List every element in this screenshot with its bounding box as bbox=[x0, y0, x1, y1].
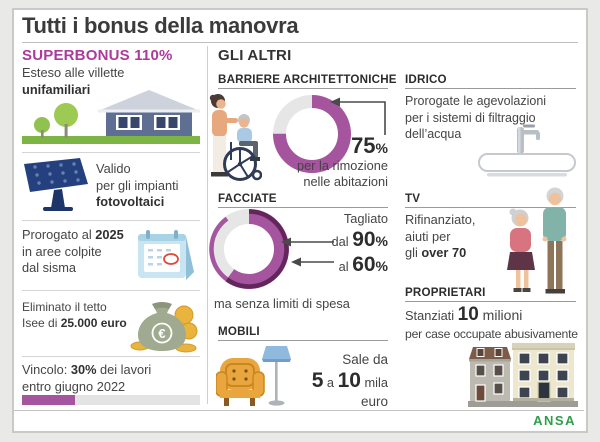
superbonus-item-isee-text: Eliminato il tetto Isee di 25.000 euro bbox=[22, 299, 127, 331]
solar-panel-icon bbox=[24, 158, 88, 211]
callout-arrow bbox=[330, 97, 386, 135]
text-line: per i sistemi di filtraggio bbox=[405, 110, 536, 125]
text-line-bold: unifamiliari bbox=[22, 81, 91, 97]
text-line-bold: 2025 bbox=[95, 227, 124, 242]
mobili-to-number: 10 bbox=[337, 368, 361, 392]
section-underline bbox=[218, 88, 388, 89]
wheelchair-caregiver-icon bbox=[209, 94, 262, 181]
text-line-bold: 30% bbox=[70, 362, 97, 377]
sink-faucet-icon bbox=[478, 124, 576, 177]
barriere-percent-number: 75 bbox=[351, 133, 376, 158]
text-line: Eliminato il tetto bbox=[22, 300, 107, 314]
text-line: Tagliato bbox=[343, 211, 388, 226]
rate-arrows bbox=[281, 237, 334, 267]
text-line: dal sisma bbox=[22, 260, 77, 275]
mobili-title: MOBILI bbox=[218, 325, 260, 338]
facciate-title: FACCIATE bbox=[218, 192, 277, 205]
text-line: euro bbox=[360, 393, 388, 409]
rate-from-number: 90 bbox=[352, 227, 376, 251]
superbonus-item-fotovoltaici-text: Valido per gli impianti fotovoltaici bbox=[96, 161, 179, 211]
idrico-title: IDRICO bbox=[405, 73, 447, 86]
tv-text: Rifinanziato, aiuti per gli over 70 bbox=[405, 212, 475, 262]
text-line-bold: fotovoltaici bbox=[96, 194, 165, 209]
mobili-from-number: 5 bbox=[311, 368, 324, 392]
text-line: per la rimozione bbox=[296, 158, 388, 173]
buildings-icon bbox=[468, 343, 578, 407]
text-line: per gli impianti bbox=[96, 177, 179, 193]
text-line: Isee di bbox=[22, 316, 61, 330]
house-icon bbox=[22, 90, 200, 144]
barriere-percent-sign: % bbox=[375, 140, 388, 156]
facciate-donut-chart bbox=[209, 209, 289, 289]
text-line: Rifinanziato, bbox=[405, 212, 476, 227]
section-underline bbox=[218, 207, 388, 208]
text-line: al bbox=[338, 258, 353, 274]
facciate-rates: Tagliato dal 90% al 60% bbox=[298, 211, 388, 278]
text-line-bold: 25.000 euro bbox=[60, 316, 127, 330]
idrico-text: Prorogate le agevolazioni per i sistemi … bbox=[405, 93, 546, 143]
text-line: Prorogato al bbox=[22, 227, 96, 242]
divider bbox=[22, 290, 200, 291]
percent-sign: % bbox=[375, 257, 388, 274]
barriere-donut-chart bbox=[273, 95, 351, 173]
section-underline bbox=[405, 88, 576, 89]
text-line: dell’acqua bbox=[405, 127, 462, 141]
text-line: dal bbox=[331, 233, 353, 249]
calendar-icon bbox=[138, 230, 194, 280]
title-divider bbox=[22, 42, 578, 43]
divider bbox=[22, 152, 200, 153]
armchair-lamp-icon bbox=[216, 346, 291, 406]
text-line: gli bbox=[405, 245, 422, 260]
text-line: Valido bbox=[96, 161, 131, 176]
text-line: Prorogate le agevolazioni bbox=[405, 94, 547, 108]
elderly-couple-icon bbox=[507, 187, 567, 294]
proprietari-amount: Stanziati 10 milioni bbox=[405, 304, 522, 327]
proprietari-caption: per case occupate abusivamente bbox=[405, 327, 578, 341]
text-line: nelle abitazioni bbox=[303, 173, 388, 189]
gli-altri-heading: GLI ALTRI bbox=[218, 47, 292, 64]
rate-to-number: 60 bbox=[352, 252, 376, 276]
text-line: dei lavori bbox=[96, 362, 152, 377]
proprietari-title: PROPRIETARI bbox=[405, 286, 486, 299]
section-underline bbox=[405, 207, 576, 208]
superbonus-heading: SUPERBONUS 110% bbox=[22, 47, 173, 64]
footer-divider bbox=[14, 410, 584, 411]
percent-sign: % bbox=[375, 232, 388, 249]
barriere-caption: per la rimozione nelle abitazioni bbox=[238, 158, 388, 189]
text-line: in aree colpite bbox=[22, 243, 102, 259]
amount-number: 10 bbox=[457, 304, 479, 325]
progress-bar-track bbox=[22, 395, 200, 405]
text-line: milioni bbox=[478, 307, 523, 323]
text-line: entro giugno 2022 bbox=[22, 378, 126, 394]
text-line-bold: over 70 bbox=[421, 245, 467, 260]
text-line: Stanziati bbox=[405, 308, 458, 323]
divider bbox=[22, 356, 200, 357]
column-divider bbox=[207, 46, 208, 404]
text-line: a bbox=[323, 374, 338, 390]
section-underline bbox=[405, 301, 576, 302]
barriere-title: BARRIERE ARCHITETTONICHE bbox=[218, 73, 397, 86]
progress-bar-fill bbox=[22, 395, 76, 405]
text-line: mila bbox=[360, 374, 388, 390]
text-line: Sale da bbox=[342, 352, 388, 367]
euro-symbol: € bbox=[158, 326, 165, 341]
tv-title: TV bbox=[405, 192, 421, 205]
text-line: aiuti per bbox=[405, 228, 451, 244]
text-line: Esteso alle villette bbox=[22, 65, 125, 80]
mobili-text: Sale da 5 a 10 mila euro bbox=[288, 352, 388, 410]
superbonus-item-villette-text: Esteso alle villette unifamiliari bbox=[22, 65, 124, 98]
money-bag-icon: € bbox=[130, 302, 198, 353]
page-title: Tutti i bonus della manovra bbox=[22, 13, 299, 38]
superbonus-item-sisma-text: Prorogato al 2025 in aree colpite dal si… bbox=[22, 227, 124, 277]
section-underline bbox=[218, 340, 388, 341]
divider bbox=[22, 220, 200, 221]
superbonus-item-vincolo-text: Vincolo: 30% dei lavori entro giugno 202… bbox=[22, 362, 151, 395]
barriere-value: 75% bbox=[268, 133, 388, 159]
facciate-caption: ma senza limiti di spesa bbox=[214, 296, 350, 311]
text-line: Vincolo: bbox=[22, 362, 71, 377]
ansa-logo: ANSA bbox=[533, 413, 576, 428]
